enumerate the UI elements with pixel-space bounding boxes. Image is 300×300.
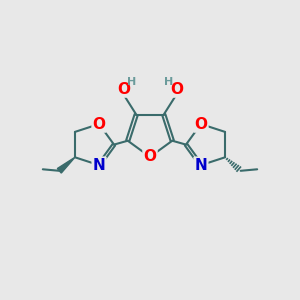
Text: N: N	[195, 158, 207, 172]
Text: O: O	[170, 82, 183, 97]
Text: H: H	[164, 77, 173, 87]
Text: N: N	[93, 158, 105, 172]
Polygon shape	[57, 157, 75, 173]
Text: O: O	[117, 82, 130, 97]
Text: O: O	[143, 149, 157, 164]
Text: O: O	[194, 117, 207, 132]
Text: O: O	[93, 117, 106, 132]
Text: H: H	[127, 77, 136, 87]
